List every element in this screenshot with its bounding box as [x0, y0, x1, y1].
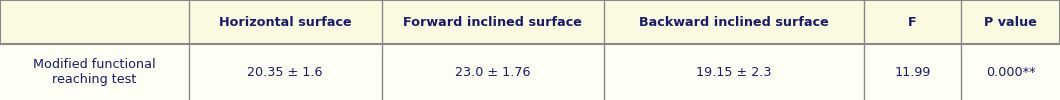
Text: Backward inclined surface: Backward inclined surface: [639, 16, 829, 28]
Text: 20.35 ± 1.6: 20.35 ± 1.6: [247, 66, 323, 78]
Text: 0.000**: 0.000**: [986, 66, 1036, 78]
Bar: [0, 44, 1060, 100]
Text: P value: P value: [985, 16, 1037, 28]
Text: 23.0 ± 1.76: 23.0 ± 1.76: [455, 66, 531, 78]
Text: Horizontal surface: Horizontal surface: [218, 16, 352, 28]
Text: Forward inclined surface: Forward inclined surface: [404, 16, 582, 28]
Text: Modified functional
reaching test: Modified functional reaching test: [33, 58, 156, 86]
Text: F: F: [908, 16, 917, 28]
Text: 19.15 ± 2.3: 19.15 ± 2.3: [696, 66, 772, 78]
Text: 11.99: 11.99: [895, 66, 931, 78]
